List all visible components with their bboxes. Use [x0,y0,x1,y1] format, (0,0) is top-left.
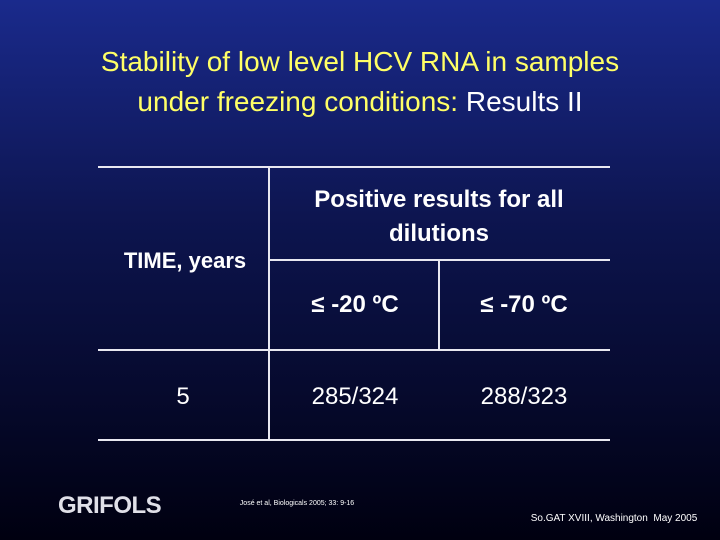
cell: 285/324 [311,383,399,410]
group-header: Positive results for all dilutions [314,186,564,247]
cell: 288/323 [480,383,568,410]
rule [438,259,440,350]
rule [98,166,610,168]
title-line: under freezing conditions: Results II [137,86,582,118]
column-header: ≤ -70 ºC [480,291,568,318]
row-header: TIME, years [123,248,247,273]
rule [98,439,610,441]
title-highlight: Results II [465,86,583,117]
rule [98,349,610,351]
cell: 5 [176,383,190,410]
logo: GRIFOLS [58,492,162,519]
citation: José et al, Biologicals 2005; 33: 9-16 [239,500,355,507]
rule [268,166,270,440]
column-header: ≤ -20 ºC [311,291,399,318]
title-line: Stability of low level HCV RNA in sample… [100,46,620,77]
title-text: under freezing conditions: [137,86,459,117]
event: So.GAT XVIII, Washington May 2005 [530,513,698,524]
